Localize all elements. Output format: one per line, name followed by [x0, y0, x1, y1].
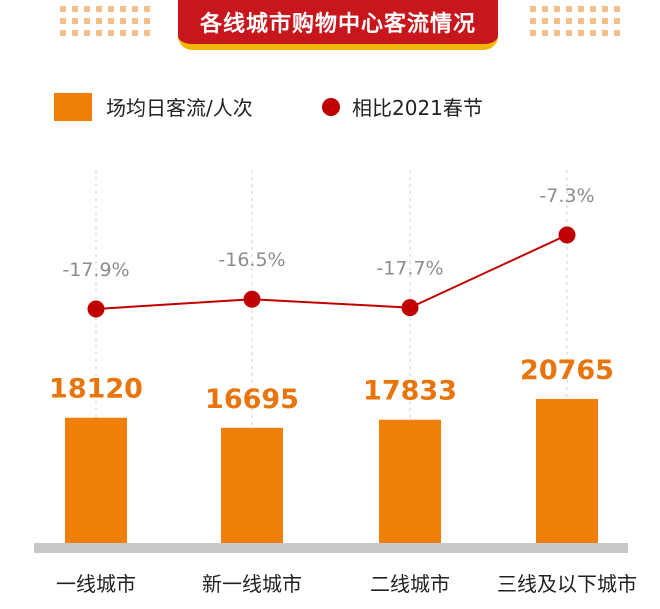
category-label: 一线城市 [56, 572, 136, 596]
line-point [243, 290, 261, 308]
legend-dot-entry: 相比2021春节 [322, 92, 483, 121]
legend-bar-label: 场均日客流/人次 [106, 96, 253, 120]
bar-value-label: 17833 [363, 376, 457, 407]
legend-dot-label: 相比2021春节 [352, 96, 483, 120]
legend-bar-swatch [54, 92, 92, 121]
chart-title: 各线城市购物中心客流情况 [178, 0, 498, 50]
decorative-dot-grid-left [60, 6, 150, 36]
x-axis-baseline [34, 543, 628, 553]
series-line-yoy [95, 234, 568, 310]
category-label: 三线及以下城市 [497, 572, 637, 596]
line-point [558, 226, 576, 244]
line-point-label: -17.9% [62, 259, 129, 281]
bar-value-label: 16695 [205, 384, 299, 415]
line-point-label: -16.5% [218, 249, 285, 271]
category-label: 二线城市 [370, 572, 450, 596]
legend-dot-swatch [322, 97, 340, 116]
category-label: 新一线城市 [202, 572, 302, 596]
bar-2 [221, 427, 283, 546]
bar-1 [65, 417, 127, 546]
bar-value-label: 20765 [520, 355, 614, 386]
line-point-label: -7.3% [539, 185, 594, 207]
line-point-label: -17.7% [376, 258, 443, 280]
line-point [87, 300, 105, 318]
bar-3 [379, 419, 441, 546]
decorative-dot-grid-right [530, 6, 620, 36]
legend-bar-entry: 场均日客流/人次 [54, 92, 253, 121]
bar-value-label: 18120 [49, 374, 143, 405]
line-point [401, 299, 419, 317]
bar-4 [536, 398, 598, 546]
